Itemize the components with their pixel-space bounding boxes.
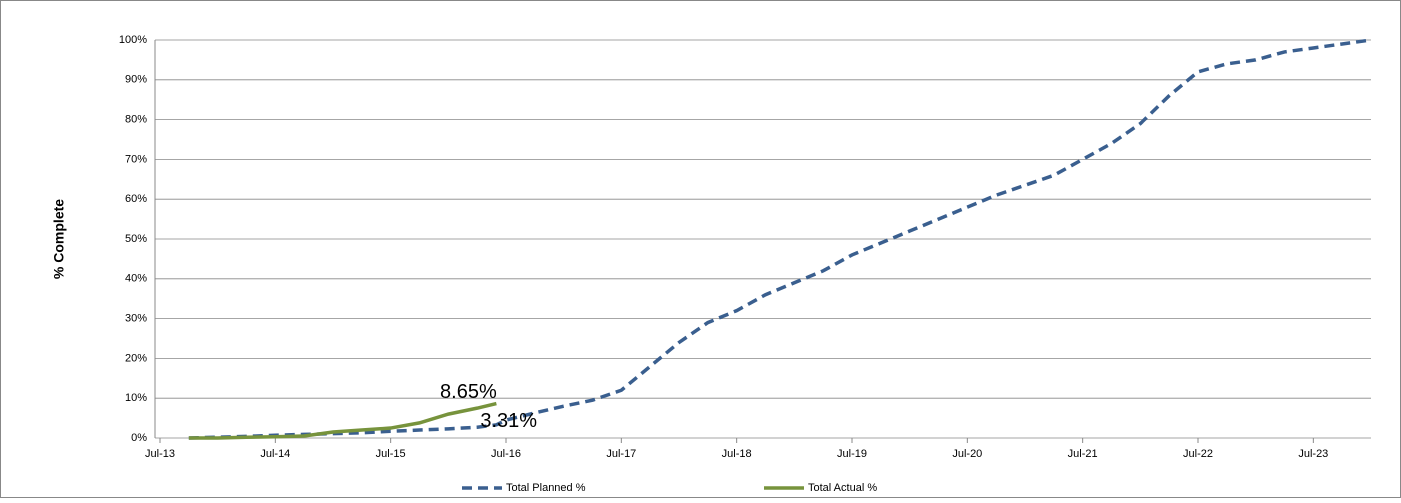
x-tick-label: Jul-23 (1298, 448, 1328, 460)
x-tick-label: Jul-21 (1068, 448, 1098, 460)
y-tick-label: 100% (119, 34, 147, 46)
x-tick-label: Jul-19 (837, 448, 867, 460)
x-tick-label: Jul-14 (260, 448, 290, 460)
y-tick-label: 80% (125, 114, 147, 126)
y-tick-label: 50% (125, 233, 147, 245)
x-tick-label: Jul-17 (606, 448, 636, 460)
x-tick-label: Jul-16 (491, 448, 521, 460)
x-tick-label: Jul-20 (952, 448, 982, 460)
y-tick-label: 0% (131, 432, 147, 444)
y-axis-label: % Complete (51, 199, 67, 279)
y-tick-label: 10% (125, 392, 147, 404)
data-label: 8.65% (440, 381, 497, 403)
y-tick-label: 20% (125, 352, 147, 364)
x-tick-label: Jul-15 (376, 448, 406, 460)
series-line (188, 38, 1372, 440)
x-tick-label: Jul-22 (1183, 448, 1213, 460)
series-line (188, 401, 497, 440)
y-tick-label: 60% (125, 193, 147, 205)
y-tick-label: 70% (125, 153, 147, 165)
legend-label: Total Actual % (808, 482, 877, 494)
x-tick-label: Jul-18 (722, 448, 752, 460)
y-tick-label: 90% (125, 74, 147, 86)
y-tick-label: 30% (125, 313, 147, 325)
legend-label: Total Planned % (506, 482, 586, 494)
y-tick-label: 40% (125, 273, 147, 285)
data-label: 3.31% (480, 410, 537, 432)
x-tick-label: Jul-13 (145, 448, 175, 460)
